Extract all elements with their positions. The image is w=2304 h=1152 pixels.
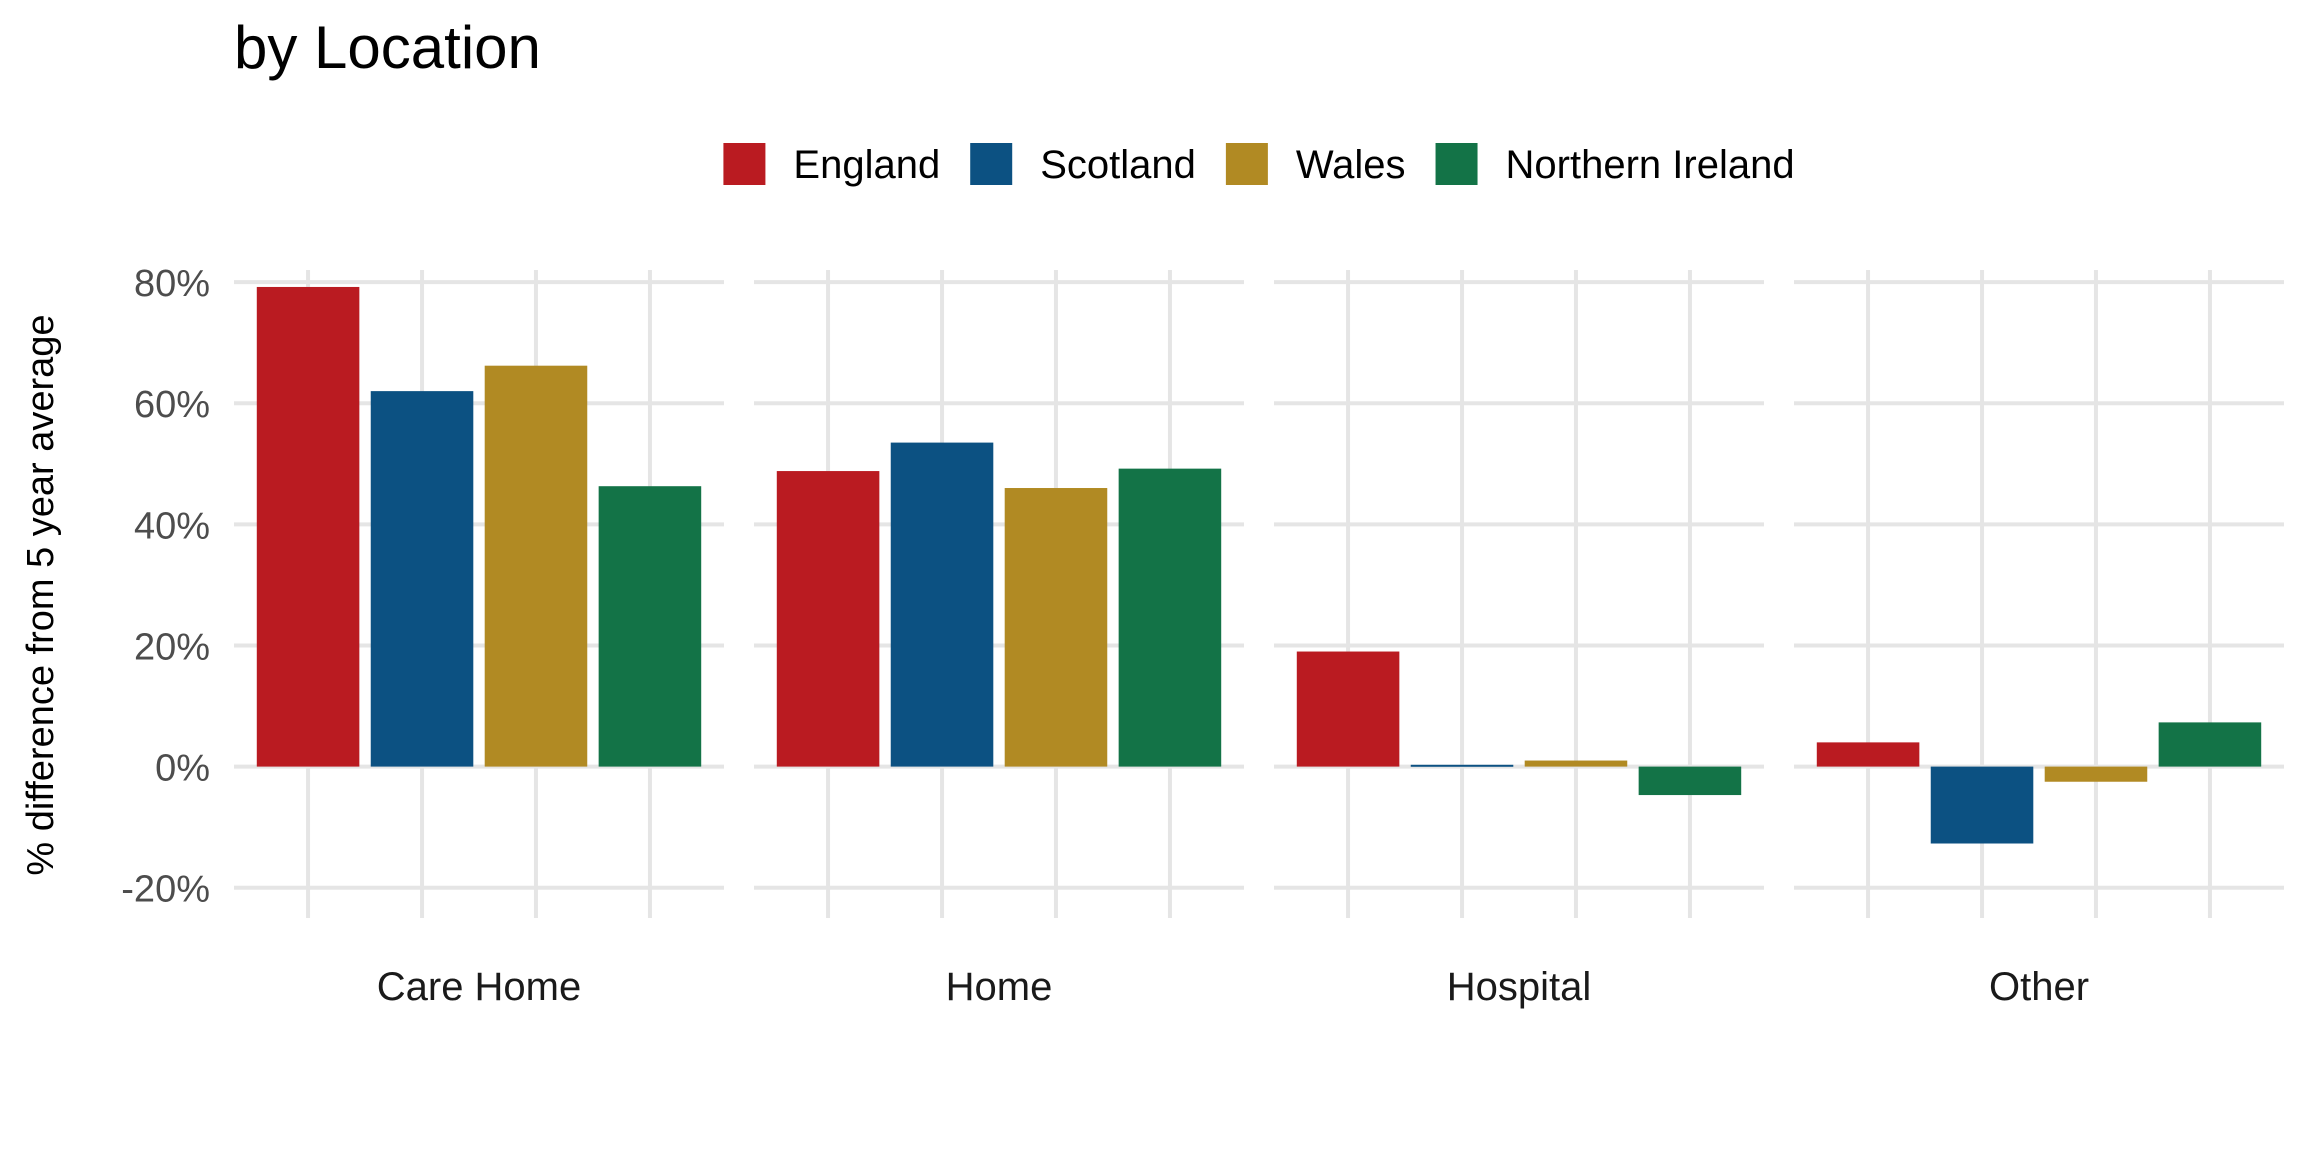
bars	[256, 286, 2262, 844]
y-axis: -20% 0% 20% 40% 60% 80%	[121, 263, 210, 911]
y-tick-label: 40%	[134, 505, 210, 547]
bar-care-home-northern-ireland	[598, 486, 702, 767]
legend-swatch-scotland	[970, 143, 1013, 185]
category-label-other: Other	[1989, 965, 2089, 1009]
bar-hospital-scotland	[1410, 764, 1514, 767]
chart-title: by Location	[234, 14, 541, 81]
legend-swatch-england	[723, 143, 766, 185]
category-label-care-home: Care Home	[377, 965, 582, 1009]
x-axis: Care Home Home Hospital Other	[377, 965, 2089, 1009]
bar-hospital-wales	[1524, 760, 1628, 767]
y-tick-label: 20%	[134, 626, 210, 668]
y-tick-label: 60%	[134, 384, 210, 426]
bar-care-home-wales	[484, 365, 588, 767]
bar-care-home-scotland	[370, 391, 474, 767]
legend-swatch-wales	[1225, 143, 1268, 185]
bar-home-wales	[1004, 488, 1108, 767]
y-tick-label: 80%	[134, 263, 210, 305]
legend-label-northern-ireland: Northern Ireland	[1506, 143, 1795, 187]
bar-care-home-england	[256, 286, 360, 767]
bar-home-scotland	[890, 442, 994, 767]
category-label-hospital: Hospital	[1447, 965, 1592, 1009]
legend-label-england: England	[793, 143, 940, 187]
bar-home-england	[776, 471, 880, 767]
y-tick-label: 0%	[155, 748, 210, 790]
legend: England Scotland Wales Northern Ireland	[723, 143, 1795, 187]
y-axis-label: % difference from 5 year average	[20, 314, 62, 875]
legend-swatch-northern-ireland	[1435, 143, 1478, 185]
y-tick-label: -20%	[121, 869, 210, 911]
bar-home-northern-ireland	[1118, 468, 1222, 767]
bar-hospital-northern-ireland	[1638, 766, 1742, 796]
bar-other-scotland	[1930, 766, 2034, 844]
bar-other-england	[1816, 742, 1920, 767]
bar-other-wales	[2044, 766, 2148, 782]
legend-label-wales: Wales	[1296, 143, 1406, 187]
bar-hospital-england	[1296, 651, 1400, 767]
bar-other-northern-ireland	[2158, 722, 2262, 767]
legend-label-scotland: Scotland	[1040, 143, 1196, 187]
category-label-home: Home	[946, 965, 1053, 1009]
